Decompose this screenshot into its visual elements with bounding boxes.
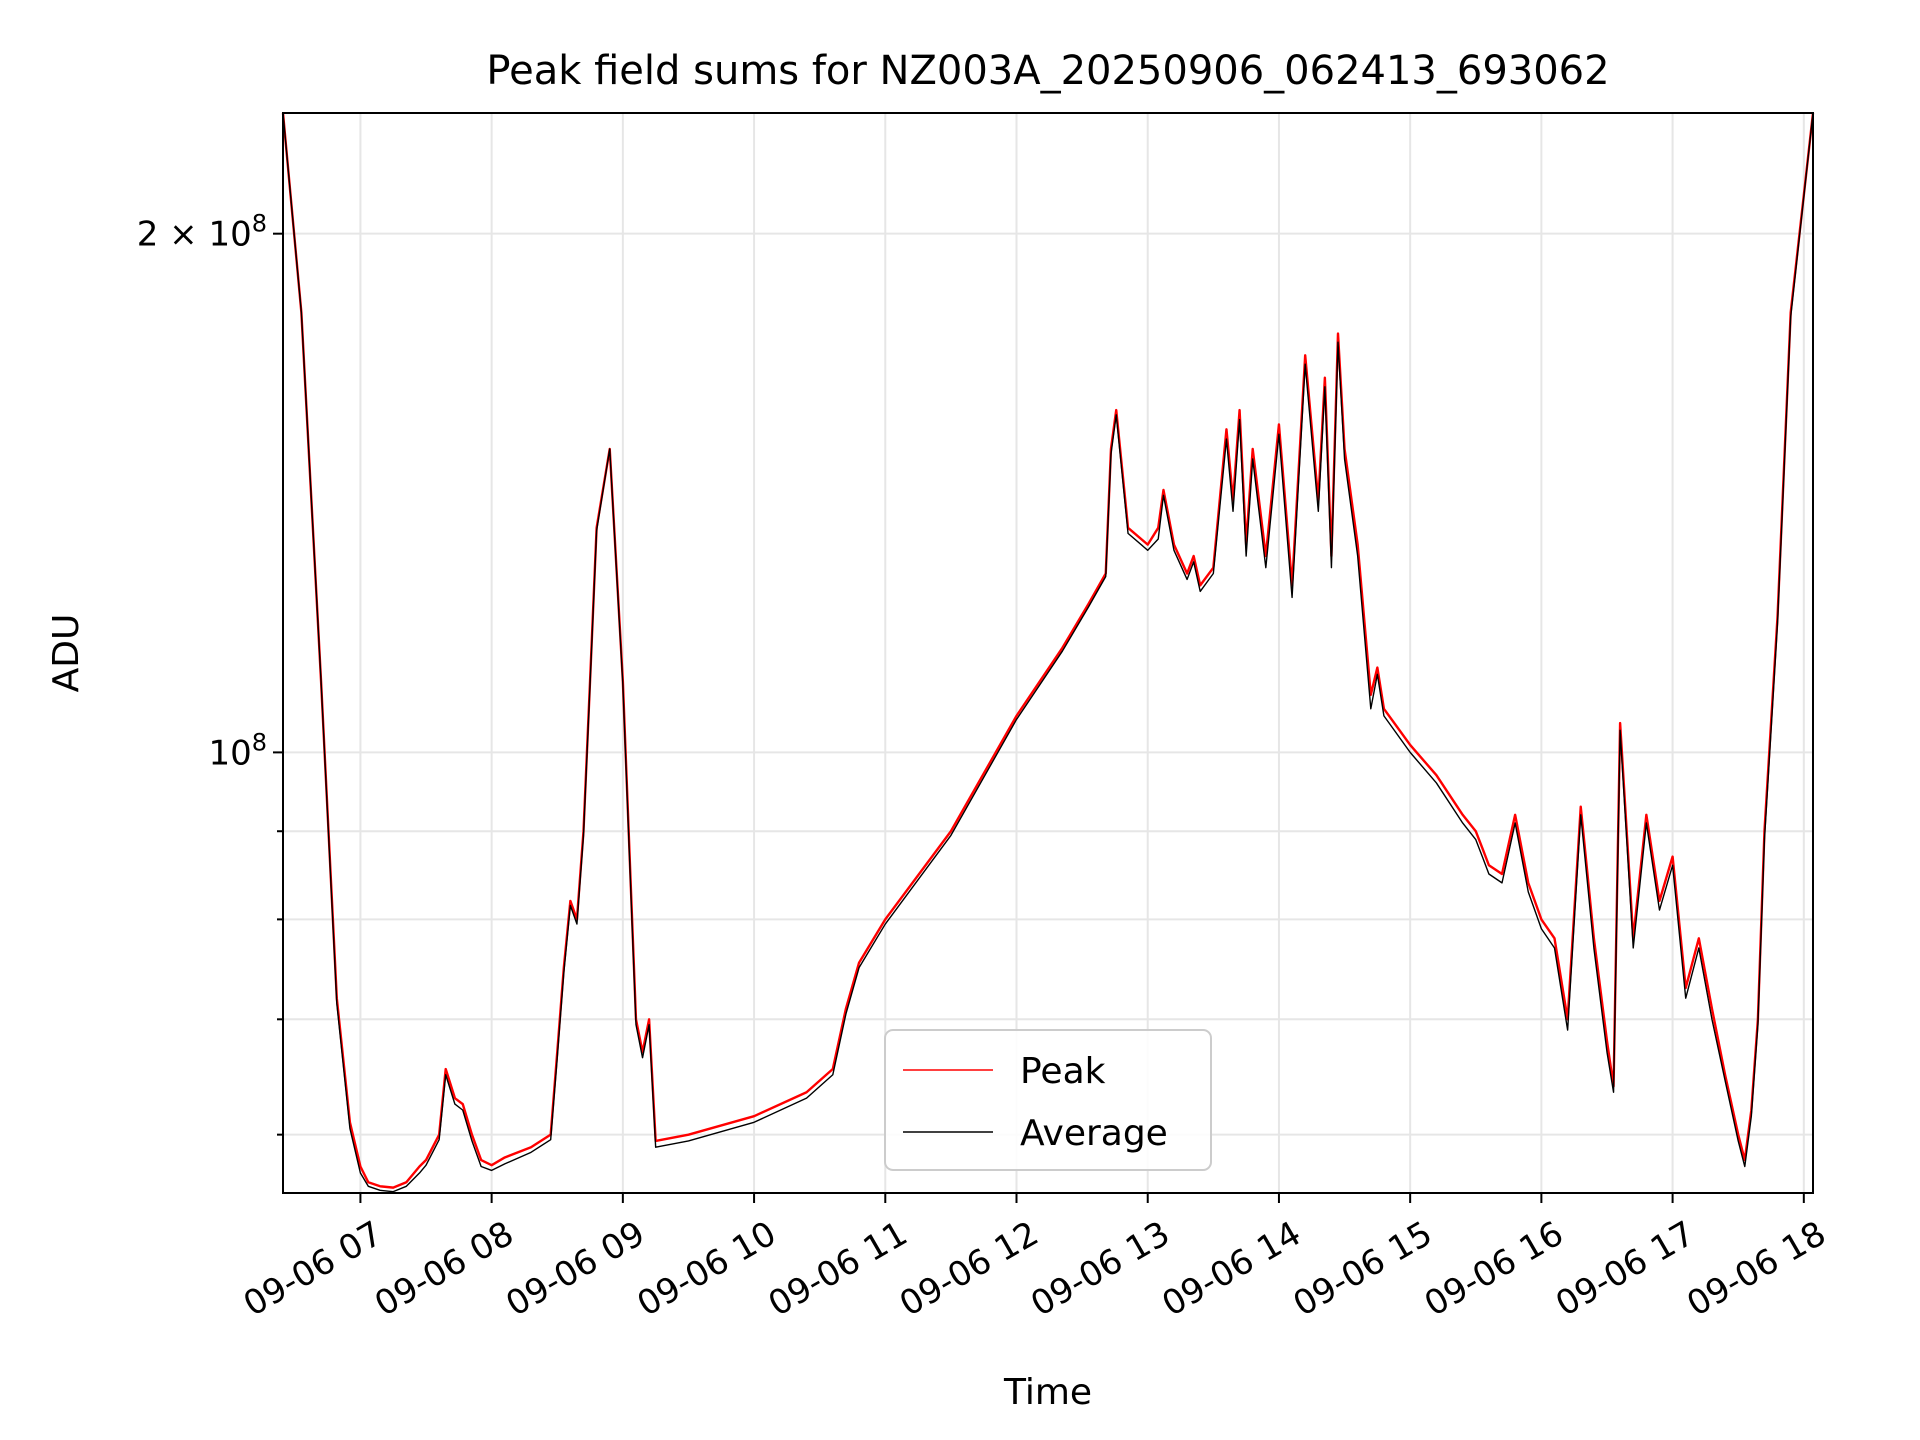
y-tick-label-base: 10	[208, 733, 251, 773]
chart-title: Peak field sums for NZ003A_20250906_0624…	[486, 48, 1609, 94]
y-axis-label: ADU	[46, 614, 87, 693]
legend: Peak Average	[884, 1029, 1212, 1171]
legend-label-peak: Peak	[1020, 1051, 1106, 1092]
y-tick-label-exponent: 8	[252, 210, 267, 238]
legend-box	[884, 1029, 1212, 1171]
x-axis-label: Time	[1003, 1372, 1092, 1413]
y-tick-label-exponent: 8	[252, 728, 267, 756]
y-tick-label: 108	[208, 728, 267, 773]
y-tick-label-base: 2 × 10	[137, 215, 252, 255]
y-tick-label: 2 × 108	[137, 210, 267, 255]
series-line-peak	[281, 112, 1815, 1189]
series-line-average	[282, 112, 1814, 1193]
legend-label-average: Average	[1020, 1113, 1168, 1154]
series-layer	[281, 112, 1815, 1193]
plot-frame	[282, 112, 1814, 1194]
